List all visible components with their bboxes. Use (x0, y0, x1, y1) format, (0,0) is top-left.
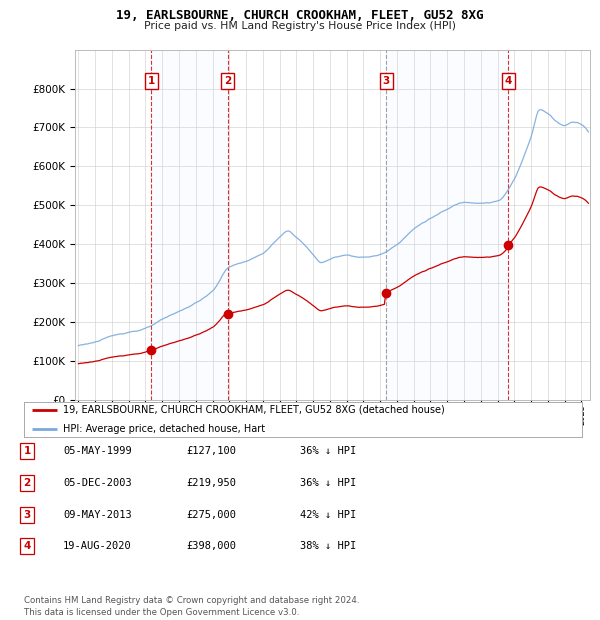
Text: 19-AUG-2020: 19-AUG-2020 (63, 541, 132, 551)
Text: HPI: Average price, detached house, Hart: HPI: Average price, detached house, Hart (63, 424, 265, 434)
Text: 19, EARLSBOURNE, CHURCH CROOKHAM, FLEET, GU52 8XG: 19, EARLSBOURNE, CHURCH CROOKHAM, FLEET,… (116, 9, 484, 22)
Bar (151, 50, 228, 400)
Text: 1: 1 (23, 446, 31, 456)
Text: 2: 2 (224, 76, 232, 86)
Text: 1: 1 (148, 76, 155, 86)
Text: 3: 3 (382, 76, 389, 86)
Text: Price paid vs. HM Land Registry's House Price Index (HPI): Price paid vs. HM Land Registry's House … (144, 21, 456, 31)
Text: 09-MAY-2013: 09-MAY-2013 (63, 510, 132, 520)
Text: 38% ↓ HPI: 38% ↓ HPI (300, 541, 356, 551)
Text: £275,000: £275,000 (186, 510, 236, 520)
Text: 4: 4 (23, 541, 31, 551)
Text: 19, EARLSBOURNE, CHURCH CROOKHAM, FLEET, GU52 8XG (detached house): 19, EARLSBOURNE, CHURCH CROOKHAM, FLEET,… (63, 405, 445, 415)
Bar (386, 50, 508, 400)
Text: £398,000: £398,000 (186, 541, 236, 551)
Text: 42% ↓ HPI: 42% ↓ HPI (300, 510, 356, 520)
Text: £219,950: £219,950 (186, 478, 236, 488)
Text: 36% ↓ HPI: 36% ↓ HPI (300, 446, 356, 456)
Text: 4: 4 (505, 76, 512, 86)
Text: 3: 3 (23, 510, 31, 520)
Text: 2: 2 (23, 478, 31, 488)
Text: 05-DEC-2003: 05-DEC-2003 (63, 478, 132, 488)
Text: 05-MAY-1999: 05-MAY-1999 (63, 446, 132, 456)
Text: £127,100: £127,100 (186, 446, 236, 456)
Text: Contains HM Land Registry data © Crown copyright and database right 2024.
This d: Contains HM Land Registry data © Crown c… (24, 596, 359, 617)
Text: 36% ↓ HPI: 36% ↓ HPI (300, 478, 356, 488)
